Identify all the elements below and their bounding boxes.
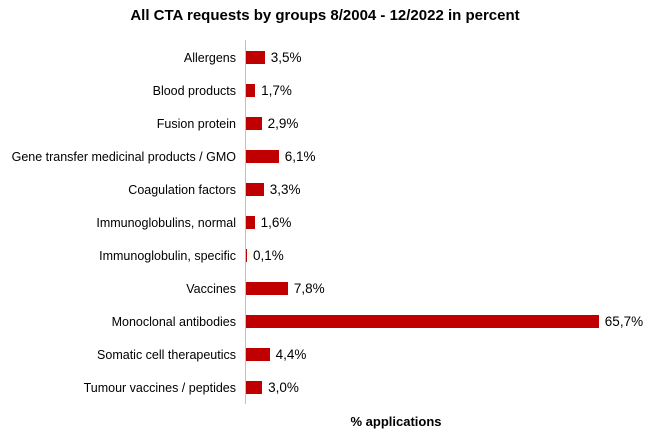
bar-area: 65,7%: [246, 305, 650, 338]
bar-row: Immunoglobulins, normal 1,6%: [0, 206, 650, 239]
bar-row: Somatic cell therapeutics 4,4%: [0, 338, 650, 371]
bar: [246, 381, 263, 394]
category-label: Monoclonal antibodies: [111, 314, 236, 329]
value-label: 7,8%: [293, 281, 325, 296]
value-label: 4,4%: [275, 347, 307, 362]
value-label: 2,9%: [267, 116, 299, 131]
bar: [246, 282, 288, 295]
bar-row: Vaccines 7,8%: [0, 272, 650, 305]
y-axis-line: [245, 40, 246, 404]
category-label: Gene transfer medicinal products / GMO: [11, 149, 236, 164]
bar: [246, 315, 599, 328]
chart-title: All CTA requests by groups 8/2004 - 12/2…: [130, 7, 520, 24]
value-label: 1,6%: [260, 215, 292, 230]
category-label: Coagulation factors: [128, 182, 236, 197]
category-label: Somatic cell therapeutics: [97, 347, 236, 362]
bar-area: 6,1%: [246, 140, 650, 173]
category-label: Tumour vaccines / peptides: [83, 380, 236, 395]
bar-area: 3,5%: [246, 41, 650, 74]
category-label: Immunoglobulins, normal: [96, 215, 236, 230]
bar-area: 3,0%: [246, 371, 650, 404]
value-label: 0,1%: [253, 248, 284, 263]
value-label: 3,0%: [268, 380, 299, 395]
value-label: 3,3%: [269, 182, 301, 197]
bar-area: 4,4%: [246, 338, 650, 371]
bar: [246, 183, 264, 196]
bar: [246, 117, 262, 130]
bar-area: 0,1%: [246, 239, 650, 272]
bar: [246, 150, 279, 163]
category-label: Immunoglobulin, specific: [99, 248, 236, 263]
value-label: 6,1%: [284, 149, 316, 164]
bar: [246, 348, 270, 361]
bar-area: 7,8%: [246, 272, 650, 305]
category-label: Fusion protein: [156, 116, 236, 131]
bar: [246, 51, 265, 64]
bar-row: Allergens 3,5%: [0, 41, 650, 74]
bar-row: Blood products 1,7%: [0, 74, 650, 107]
value-label: 3,5%: [270, 50, 302, 65]
bar-row: Coagulation factors 3,3%: [0, 173, 650, 206]
plot-area: Allergens 3,5% Blood products 1,7% Fusio…: [0, 41, 650, 404]
category-label: Allergens: [183, 50, 236, 65]
bar-area: 2,9%: [246, 107, 650, 140]
bar-area: 1,6%: [246, 206, 650, 239]
category-label: Vaccines: [186, 281, 236, 296]
bar-row: Tumour vaccines / peptides 3,0%: [0, 371, 650, 404]
bar-row: Immunoglobulin, specific 0,1%: [0, 239, 650, 272]
bar: [246, 249, 247, 262]
bar: [246, 84, 256, 97]
bar-row: Fusion protein 2,9%: [0, 107, 650, 140]
category-label: Blood products: [152, 83, 236, 98]
x-axis-title: % applications: [350, 414, 442, 429]
value-label: 1,7%: [261, 83, 292, 98]
bar-row: Gene transfer medicinal products / GMO 6…: [0, 140, 650, 173]
bar-area: 1,7%: [246, 74, 650, 107]
value-label: 65,7%: [604, 314, 644, 329]
bar-area: 3,3%: [246, 173, 650, 206]
bar: [246, 216, 255, 229]
bar-row: Monoclonal antibodies 65,7%: [0, 305, 650, 338]
